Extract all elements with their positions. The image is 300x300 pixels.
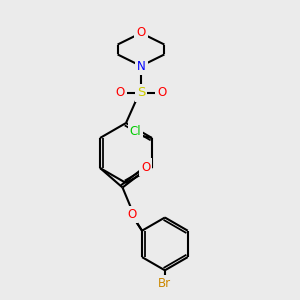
Text: Br: Br — [158, 277, 171, 290]
Text: O: O — [136, 26, 146, 40]
Text: O: O — [116, 86, 124, 100]
Text: O: O — [127, 208, 136, 221]
Text: Cl: Cl — [130, 125, 141, 139]
Text: O: O — [158, 86, 166, 100]
Text: O: O — [141, 160, 150, 174]
Text: S: S — [137, 86, 145, 100]
Text: N: N — [136, 59, 146, 73]
